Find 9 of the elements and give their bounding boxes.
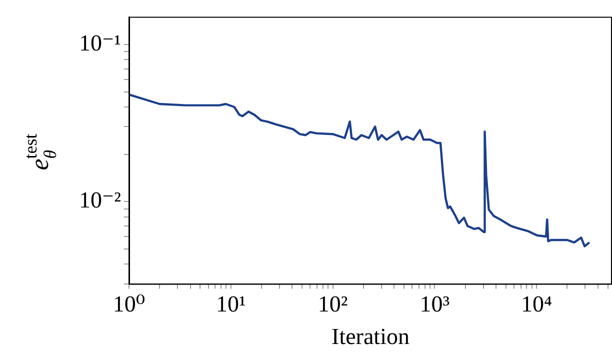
x-tick-label: 10⁰ (112, 292, 146, 317)
x-tick-label: 10⁴ (521, 292, 552, 317)
x-tick-label: 10² (318, 292, 348, 317)
y-tick-label: 10⁻² (78, 188, 122, 213)
x-tick-label: 10³ (420, 292, 450, 317)
x-axis-title: Iteration (332, 324, 410, 350)
x-tick-label: 10¹ (216, 292, 246, 317)
y-tick-label: 10⁻¹ (78, 30, 122, 56)
y-axis-title: eθtest (20, 134, 60, 170)
